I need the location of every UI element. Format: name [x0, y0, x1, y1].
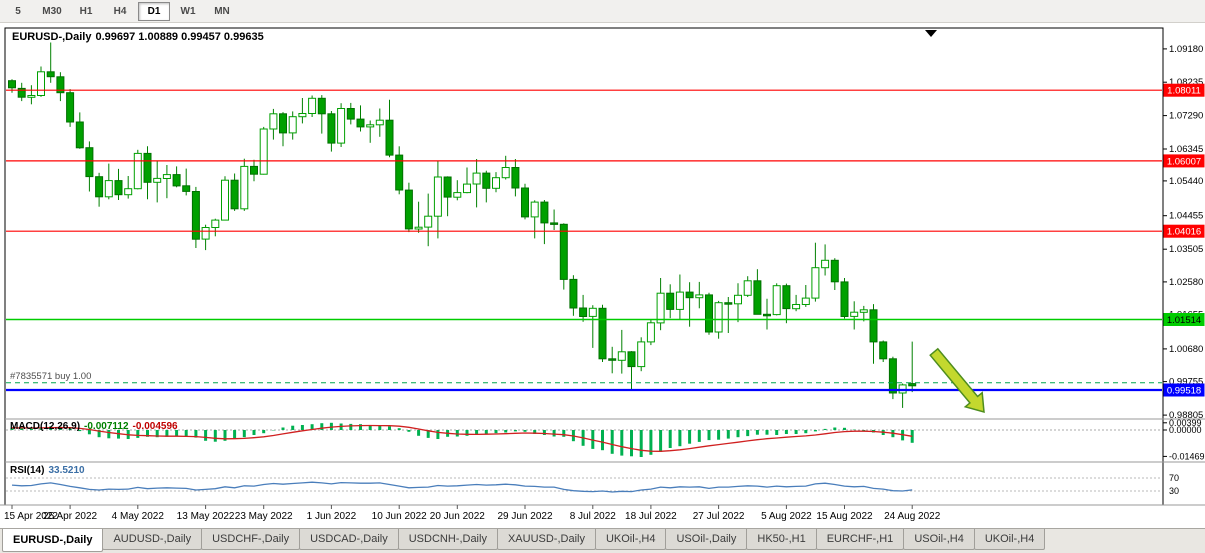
svg-text:24 Aug 2022: 24 Aug 2022: [884, 511, 941, 522]
svg-text:-0.01469: -0.01469: [1169, 451, 1205, 461]
svg-text:1.09180: 1.09180: [1169, 44, 1203, 55]
svg-text:25 Apr 2022: 25 Apr 2022: [43, 511, 97, 522]
chart-tab-hk50-h1[interactable]: HK50-,H1: [746, 529, 817, 550]
svg-text:23 May 2022: 23 May 2022: [235, 511, 293, 522]
svg-text:15 Apr 2022: 15 Apr 2022: [4, 511, 58, 522]
svg-text:0.00000: 0.00000: [1169, 425, 1202, 435]
svg-text:1.07290: 1.07290: [1169, 111, 1203, 122]
macd-indicator-label: MACD(12,26,9) -0.007112 -0.004596: [10, 421, 182, 432]
chart-tab-eurchf-h1[interactable]: EURCHF-,H1: [815, 529, 905, 550]
price-badge: [1163, 383, 1205, 397]
chart-ohlc-values: 0.99697 1.00889 0.99457 0.99635: [95, 31, 264, 43]
macd-signal-value: -0.004596: [132, 421, 178, 432]
timeframe-button-5[interactable]: 5: [15, 5, 21, 17]
chart-tabbar: EURUSD-,Daily AUDUSD-,Daily USDCHF-,Daily U…: [0, 528, 1205, 553]
timeframe-button-D1[interactable]: D1: [138, 1, 170, 21]
price-badge-label: 1.08011: [1167, 86, 1201, 97]
svg-text:15 Aug 2022: 15 Aug 2022: [816, 511, 873, 522]
price-badge-label: 1.01514: [1167, 315, 1201, 326]
svg-text:27 Jul 2022: 27 Jul 2022: [693, 511, 745, 522]
svg-text:1.04455: 1.04455: [1169, 211, 1203, 222]
timeframe-button-MN[interactable]: MN: [214, 5, 230, 17]
chart-tab-usoil-daily[interactable]: USOil-,Daily: [665, 529, 748, 550]
annotation-arrow[interactable]: [929, 347, 985, 414]
chart-tab-usdcad-daily[interactable]: USDCAD-,Daily: [299, 529, 399, 550]
chart-tab-xauusd-daily[interactable]: XAUUSD-,Daily: [496, 529, 596, 550]
chart-symbol-period: EURUSD-,Daily: [12, 31, 92, 43]
price-badge: [1163, 224, 1205, 238]
svg-text:1 Jun 2022: 1 Jun 2022: [307, 511, 357, 522]
svg-text:1.03505: 1.03505: [1169, 244, 1203, 255]
chart-tab-ukoil-h4[interactable]: UKOil-,H4: [973, 529, 1046, 550]
svg-text:8 Jul 2022: 8 Jul 2022: [570, 511, 617, 522]
chart-tab-usdchf-daily[interactable]: USDCHF-,Daily: [201, 529, 301, 550]
timeframe-button-H1[interactable]: H1: [79, 5, 93, 17]
svg-text:0.00399: 0.00399: [1169, 418, 1202, 428]
macd-main-value: -0.007112: [84, 421, 129, 432]
open-order-label: #7835571 buy 1.00: [10, 371, 92, 382]
timeframe-toolbar: 5 M30 H1 H4 D1 W1 MN: [0, 0, 1205, 23]
timeframe-button-W1[interactable]: W1: [180, 5, 196, 17]
chart-tab-ukoil-h4[interactable]: UKOil-,H4: [594, 529, 667, 550]
timeframe-button-H4[interactable]: H4: [113, 5, 127, 17]
timeframe-button-M30[interactable]: M30: [42, 5, 62, 17]
svg-text:29 Jun 2022: 29 Jun 2022: [497, 511, 552, 522]
svg-text:13 May 2022: 13 May 2022: [177, 511, 235, 522]
svg-text:4 May 2022: 4 May 2022: [112, 511, 165, 522]
chart-frame: [4, 27, 1164, 506]
svg-text:1.00680: 1.00680: [1169, 344, 1203, 355]
svg-text:20 Jun 2022: 20 Jun 2022: [430, 511, 485, 522]
rsi-value: 33.5210: [48, 465, 85, 476]
chart-shift-marker-icon[interactable]: [925, 30, 937, 37]
chart-title: EURUSD-,Daily 0.99697 1.00889 0.99457 0.9…: [12, 31, 268, 43]
chart-tab-audusd-daily[interactable]: AUDUSD-,Daily: [102, 529, 203, 550]
svg-text:1.05440: 1.05440: [1169, 176, 1203, 187]
svg-text:1.08235: 1.08235: [1169, 77, 1203, 88]
price-badge-label: 1.04016: [1167, 227, 1201, 238]
price-badge-label: 1.06007: [1167, 156, 1201, 167]
price-badge: [1163, 83, 1205, 97]
rsi-indicator-label: RSI(14) 33.5210: [10, 465, 89, 476]
price-axis: 1.09180 1.08235 1.07290 1.06345 1.05440 1.044…: [1163, 44, 1203, 421]
svg-text:10 Jun 2022: 10 Jun 2022: [372, 511, 427, 522]
svg-text:5 Aug 2022: 5 Aug 2022: [761, 511, 812, 522]
chart-tab-eurusd-daily[interactable]: EURUSD-,Daily: [2, 529, 104, 552]
chart-tab-usdcnh-daily[interactable]: USDCNH-,Daily: [397, 529, 498, 550]
price-badge-label: 0.99518: [1167, 386, 1201, 397]
svg-text:70: 70: [1169, 473, 1179, 483]
macd-name: MACD(12,26,9): [10, 421, 81, 432]
chart-tab-usoil-h4[interactable]: USOil-,H4: [903, 529, 975, 550]
price-badge: [1163, 154, 1205, 168]
svg-text:30: 30: [1169, 486, 1179, 496]
svg-text:0.98805: 0.98805: [1169, 410, 1203, 421]
chart-canvas[interactable]: 1.09180 1.08235 1.07290 1.06345 1.05440 1.044…: [0, 0, 1205, 528]
svg-text:1.02580: 1.02580: [1169, 277, 1203, 288]
candles: [8, 42, 917, 408]
svg-text:18 Jul 2022: 18 Jul 2022: [625, 511, 677, 522]
svg-text:1.06345: 1.06345: [1169, 144, 1203, 155]
svg-text:0.99755: 0.99755: [1169, 377, 1203, 388]
price-badge: [1163, 313, 1205, 326]
rsi-name: RSI(14): [10, 465, 45, 476]
